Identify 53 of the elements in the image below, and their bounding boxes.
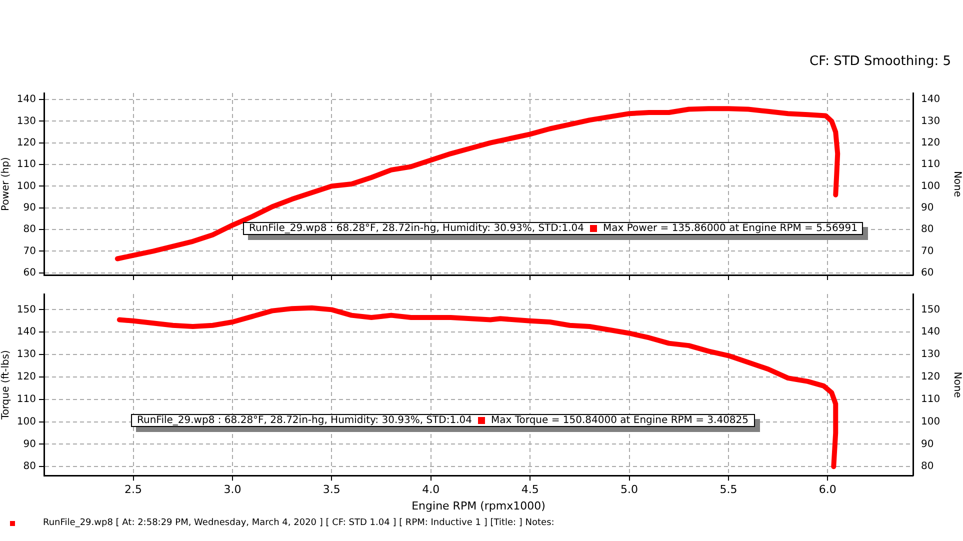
y-tick-label: 90 [23, 438, 36, 450]
y2-tick-label: 110 [921, 159, 940, 170]
y-tick-label: 130 [16, 116, 36, 127]
y2-tick-label: 70 [921, 246, 934, 257]
y-axis-title: Power (hp) [0, 156, 12, 211]
y-tick-label: 130 [16, 349, 36, 360]
y2-axis-title: None [951, 170, 962, 198]
x-tick-label: 4.0 [422, 483, 440, 496]
y-tick-label: 140 [16, 94, 36, 106]
y-tick-label: 120 [16, 137, 36, 148]
x-tick-label: 2.5 [124, 483, 142, 496]
y-tick-label: 90 [23, 202, 36, 214]
y-tick-label: 100 [16, 416, 36, 428]
y2-tick-label: 120 [921, 372, 940, 383]
annotation: RunFile_29.wp8 : 68.28°F, 28.72in-hg, Humidity: 30.93%, STD:1.04 [137, 415, 472, 426]
y-tick-label: 120 [16, 372, 36, 383]
y-tick-label: 80 [23, 224, 36, 236]
y2-tick-label: 60 [921, 267, 934, 278]
y-tick-label: 110 [16, 394, 36, 405]
y-tick-label: 60 [23, 267, 36, 278]
annotation: RunFile_29.wp8 : 68.28°F, 28.72in-hg, Humidity: 30.93%, STD:1.04 [249, 223, 584, 234]
y2-tick-label: 140 [921, 94, 940, 106]
y-tick-label: 110 [16, 159, 36, 170]
text: CF: STD Smoothing: 5 [810, 54, 951, 69]
y2-tick-label: 100 [921, 416, 940, 428]
y-axis-title: Torque (ft-lbs) [0, 350, 12, 421]
y-tick-label: 100 [16, 180, 36, 192]
x-tick-label: 3.0 [224, 483, 242, 496]
y2-tick-label: 80 [921, 224, 934, 236]
y2-tick-label: 140 [921, 326, 940, 338]
y2-tick-label: 90 [921, 202, 934, 214]
text: RunFile_29.wp8 [ At: 2:58:29 PM, Wednesday, March 4, 2020 ] [ CF: STD 1.04 ] [ RPM: Inductive 1 ] [Title: ] Notes: [43, 518, 554, 528]
x-tick-label: 6.0 [818, 483, 836, 496]
x-tick-label: 5.0 [620, 483, 638, 496]
y2-tick-label: 150 [921, 304, 940, 316]
y-tick-label: 150 [16, 304, 36, 316]
y2-tick-label: 130 [921, 116, 940, 127]
y-tick-label: 70 [23, 246, 36, 257]
y-tick-label: 140 [16, 326, 36, 338]
y2-tick-label: 90 [921, 438, 934, 450]
y2-tick-label: 100 [921, 180, 940, 192]
x-tick-label: 5.5 [720, 483, 738, 496]
legend-label: Max Torque = 150.84000 at Engine RPM = 3.40825 [491, 415, 749, 426]
y2-tick-label: 130 [921, 349, 940, 360]
legend-label: Max Power = 135.86000 at Engine RPM = 5.56991 [603, 223, 858, 234]
y2-tick-label: 80 [921, 461, 934, 472]
x-tick-label: 4.5 [521, 483, 539, 496]
y2-tick-label: 110 [921, 394, 940, 405]
x-tick-label: 3.5 [322, 483, 340, 496]
y2-axis-title: None [951, 372, 962, 398]
y-tick-label: 80 [23, 461, 36, 472]
x-axis-title: Engine RPM (rpmx1000) [412, 499, 546, 512]
y2-tick-label: 120 [921, 137, 940, 148]
